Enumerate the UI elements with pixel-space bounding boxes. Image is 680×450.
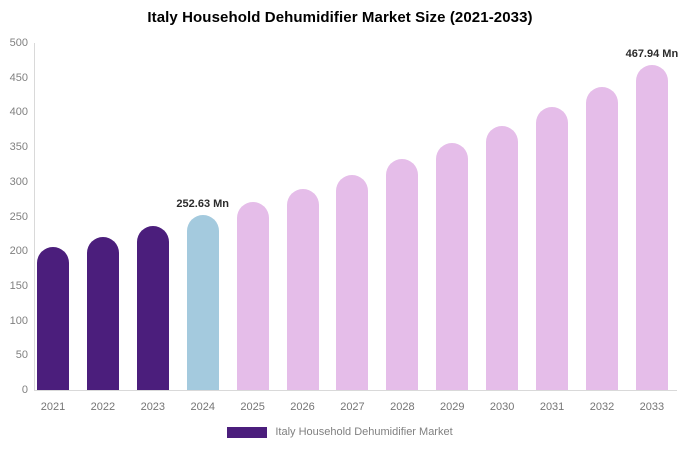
legend-label: Italy Household Dehumidifier Market	[275, 426, 453, 438]
bar-2029[interactable]: 2029	[436, 143, 469, 413]
chart-title: Italy Household Dehumidifier Market Size…	[147, 9, 533, 26]
y-tick-label: 300	[9, 175, 28, 188]
bar-2033[interactable]: 2033 467.94 Mn	[626, 48, 679, 413]
x-tick-label-2021: 2021	[40, 401, 66, 413]
x-tick-label-2029: 2029	[440, 401, 465, 413]
x-tick-label-2023: 2023	[140, 401, 166, 413]
y-tick-label: 400	[9, 106, 28, 119]
bar-2032[interactable]: 2032	[585, 86, 618, 413]
y-axis: 0 50 100 150 200 250 300 350 400 450 500	[0, 37, 30, 396]
y-tick-label: 200	[9, 245, 28, 258]
x-tick-label-2025: 2025	[240, 401, 265, 413]
x-tick-label-2028: 2028	[390, 401, 415, 413]
y-tick-label: 250	[9, 210, 28, 223]
y-tick-label: 100	[9, 314, 28, 327]
value-label-2024: 252.63 Mn	[176, 197, 230, 210]
bar-series: 2021 2022 2023 2024 252.63 Mn 2025 2026 2027 202…	[35, 43, 679, 413]
y-tick-label: 50	[15, 349, 28, 362]
bar-2024[interactable]: 2024 252.63 Mn	[176, 198, 229, 413]
legend-swatch-icon	[227, 426, 268, 438]
y-tick-label: 500	[9, 37, 28, 49]
x-tick-label-2033: 2033	[639, 401, 665, 413]
bar-2023[interactable]: 2023	[136, 226, 169, 413]
bar-2031[interactable]: 2031	[536, 106, 569, 413]
y-tick-label: 350	[9, 141, 28, 154]
bar-2026[interactable]: 2026	[286, 188, 319, 413]
bar-2027[interactable]: 2027	[336, 174, 369, 413]
bar-2025[interactable]: 2025	[236, 202, 269, 413]
bar-2021[interactable]: 2021	[37, 247, 69, 413]
x-tick-label-2032: 2032	[589, 401, 615, 413]
bar-2028[interactable]: 2028	[386, 159, 419, 413]
bar-2030[interactable]: 2030	[486, 125, 519, 413]
x-tick-label-2024: 2024	[190, 401, 215, 413]
y-tick-label: 150	[9, 279, 28, 292]
bar-2022[interactable]: 2022	[86, 237, 119, 413]
plot-area	[34, 43, 677, 391]
y-tick-label: 450	[9, 71, 28, 84]
x-tick-label-2027: 2027	[340, 401, 365, 413]
value-label-2033: 467.94 Mn	[625, 48, 679, 61]
y-tick-label: 0	[21, 384, 28, 396]
x-tick-label-2030: 2030	[489, 401, 515, 413]
legend[interactable]: Italy Household Dehumidifier Market	[0, 426, 680, 438]
x-tick-label-2022: 2022	[90, 401, 116, 413]
x-tick-label-2026: 2026	[290, 401, 315, 413]
x-tick-label-2031: 2031	[539, 401, 565, 413]
